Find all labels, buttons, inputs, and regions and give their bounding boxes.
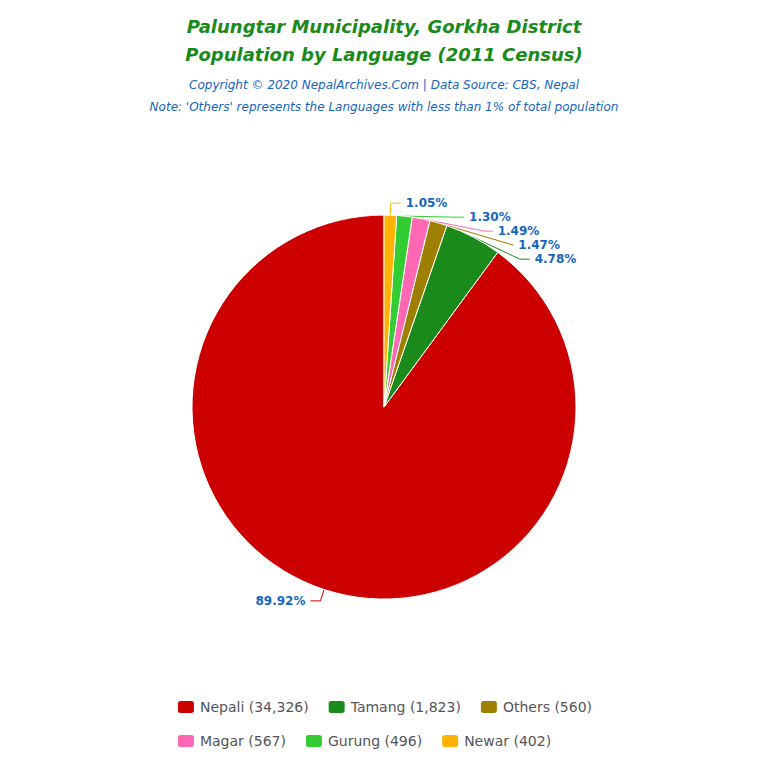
svg-text:Note: 'Others' represents the: Note: 'Others' represents the Languages …	[150, 100, 619, 114]
svg-text:Others (560): Others (560)	[503, 699, 592, 715]
svg-text:Population by Language (2011 C: Population by Language (2011 Census)	[185, 44, 583, 65]
svg-text:1.49%: 1.49%	[498, 224, 540, 238]
svg-text:Tamang (1,823): Tamang (1,823)	[350, 699, 461, 715]
svg-text:89.92%: 89.92%	[255, 594, 305, 608]
svg-text:Newar (402): Newar (402)	[464, 733, 551, 749]
svg-text:Copyright © 2020 NepalArchives: Copyright © 2020 NepalArchives.Com | Dat…	[189, 78, 580, 92]
svg-text:1.05%: 1.05%	[406, 196, 448, 210]
svg-text:1.30%: 1.30%	[469, 210, 511, 224]
svg-text:1.47%: 1.47%	[518, 238, 560, 252]
svg-text:Palungtar Municipality, Gorkha: Palungtar Municipality, Gorkha District	[187, 16, 583, 37]
svg-text:Magar (567): Magar (567)	[200, 733, 286, 749]
svg-text:Gurung (496): Gurung (496)	[328, 733, 422, 749]
svg-text:Nepali (34,326): Nepali (34,326)	[200, 699, 309, 715]
svg-text:4.78%: 4.78%	[535, 252, 577, 266]
